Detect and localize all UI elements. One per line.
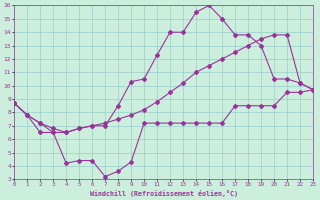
X-axis label: Windchill (Refroidissement éolien,°C): Windchill (Refroidissement éolien,°C): [90, 190, 237, 197]
